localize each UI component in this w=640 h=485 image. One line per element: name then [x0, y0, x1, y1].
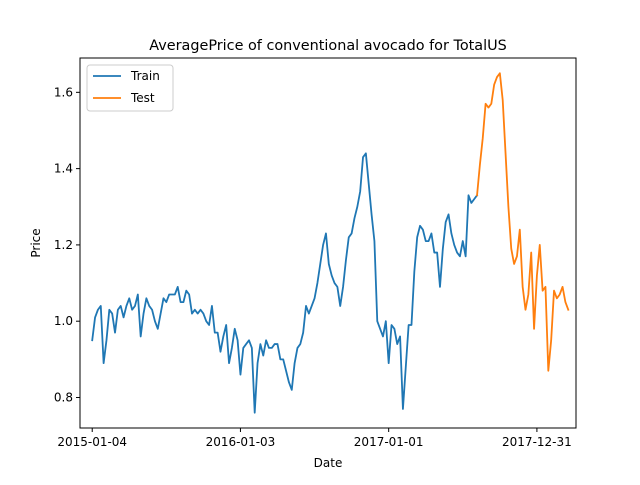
series-line-train	[91, 152, 479, 414]
y-tick-label: 1.4	[54, 162, 73, 176]
y-axis-ticks: 0.8 1.0 1.2 1.4 1.6	[54, 85, 80, 404]
x-axis-label: Date	[314, 456, 343, 470]
legend-label-test: Test	[130, 91, 155, 105]
legend-label-train: Train	[130, 69, 160, 83]
plot-area	[80, 58, 576, 428]
x-tick-label: 2017-01-01	[354, 435, 424, 449]
x-axis-ticks: 2015-01-04 2016-01-03 2017-01-01 2017-12-31	[57, 428, 572, 449]
legend: Train Test	[86, 64, 174, 112]
legend-frame	[86, 64, 174, 112]
y-tick-label: 1.2	[54, 238, 73, 252]
plot-frame	[79, 57, 577, 429]
x-tick-label: 2016-01-03	[206, 435, 276, 449]
y-tick-label: 0.8	[54, 390, 73, 404]
y-tick-label: 1.6	[54, 85, 73, 99]
series-layer	[91, 72, 570, 414]
series-line-test	[476, 72, 570, 372]
x-tick-label: 2015-01-04	[57, 435, 127, 449]
x-tick-label: 2017-12-31	[502, 435, 572, 449]
chart-title: AveragePrice of conventional avocado for…	[149, 38, 507, 54]
y-axis-label: Price	[29, 228, 43, 257]
y-tick-label: 1.0	[54, 314, 73, 328]
